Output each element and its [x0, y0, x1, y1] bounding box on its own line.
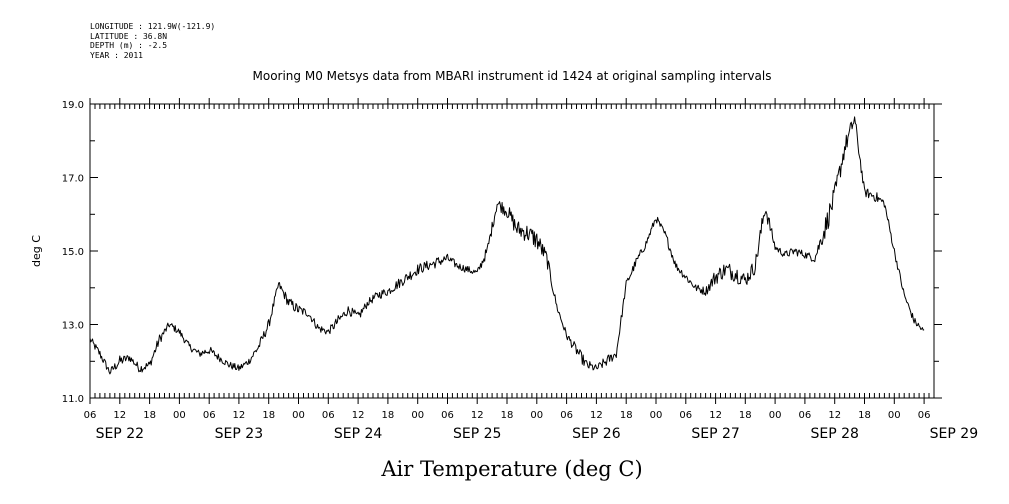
x-tick-label: 18 — [739, 410, 752, 421]
x-tick-label: 00 — [888, 410, 901, 421]
x-date-label: SEP 22 — [96, 426, 144, 442]
x-date-label: SEP 29 — [930, 426, 978, 442]
x-date-label: SEP 23 — [215, 426, 263, 442]
metadata-block: LONGITUDE : 121.9W(-121.9) LATITUDE : 36… — [90, 22, 215, 60]
x-tick-label: 06 — [560, 410, 573, 421]
y-axis-label: deg C — [30, 235, 43, 267]
x-tick-label: 12 — [233, 410, 246, 421]
x-tick-label: 12 — [352, 410, 365, 421]
x-tick-label: 12 — [590, 410, 603, 421]
x-tick-label: 12 — [471, 410, 484, 421]
y-tick-label: 11.0 — [62, 394, 84, 405]
x-date-label: SEP 24 — [334, 426, 383, 442]
x-tick-label: 18 — [262, 410, 275, 421]
x-tick-label: 06 — [322, 410, 335, 421]
x-date-label: SEP 27 — [691, 426, 739, 442]
x-tick-label: 18 — [620, 410, 633, 421]
x-tick-label: 00 — [650, 410, 663, 421]
x-tick-label: 00 — [530, 410, 543, 421]
series-line-air-temperature — [89, 116, 925, 375]
x-date-label: SEP 28 — [810, 426, 858, 442]
x-tick-label: 06 — [918, 410, 931, 421]
year-label: YEAR : 2011 — [90, 50, 143, 60]
x-tick-label: 00 — [769, 410, 782, 421]
x-tick-label: 18 — [501, 410, 514, 421]
y-tick-label: 15.0 — [62, 247, 84, 258]
x-tick-label: 12 — [709, 410, 722, 421]
x-tick-label: 06 — [679, 410, 692, 421]
x-tick-label: 06 — [203, 410, 216, 421]
x-tick-label: 06 — [84, 410, 97, 421]
y-tick-label: 13.0 — [62, 321, 84, 332]
x-axis-label: Air Temperature (deg C) — [380, 457, 642, 481]
x-tick-label: 18 — [382, 410, 395, 421]
depth-label: DEPTH (m) : -2.5 — [90, 41, 168, 50]
x-tick-label: 00 — [292, 410, 305, 421]
x-tick-label: 18 — [858, 410, 871, 421]
longitude-label: LONGITUDE : 121.9W(-121.9) — [90, 22, 216, 31]
chart-title: Mooring M0 Metsys data from MBARI instru… — [253, 69, 772, 83]
latitude-label: LATITUDE : 36.8N — [90, 31, 168, 41]
x-date-label: SEP 25 — [453, 426, 501, 442]
y-tick-label: 17.0 — [62, 174, 84, 185]
x-tick-label: 06 — [441, 410, 454, 421]
x-tick-label: 12 — [828, 410, 841, 421]
x-tick-label: 00 — [411, 410, 424, 421]
x-tick-label: 00 — [173, 410, 186, 421]
x-tick-label: 18 — [143, 410, 156, 421]
x-tick-label: 12 — [113, 410, 126, 421]
y-tick-label: 19.0 — [62, 100, 84, 111]
x-tick-label: 06 — [799, 410, 812, 421]
x-date-label: SEP 26 — [572, 426, 621, 442]
plot-frame — [89, 103, 935, 399]
